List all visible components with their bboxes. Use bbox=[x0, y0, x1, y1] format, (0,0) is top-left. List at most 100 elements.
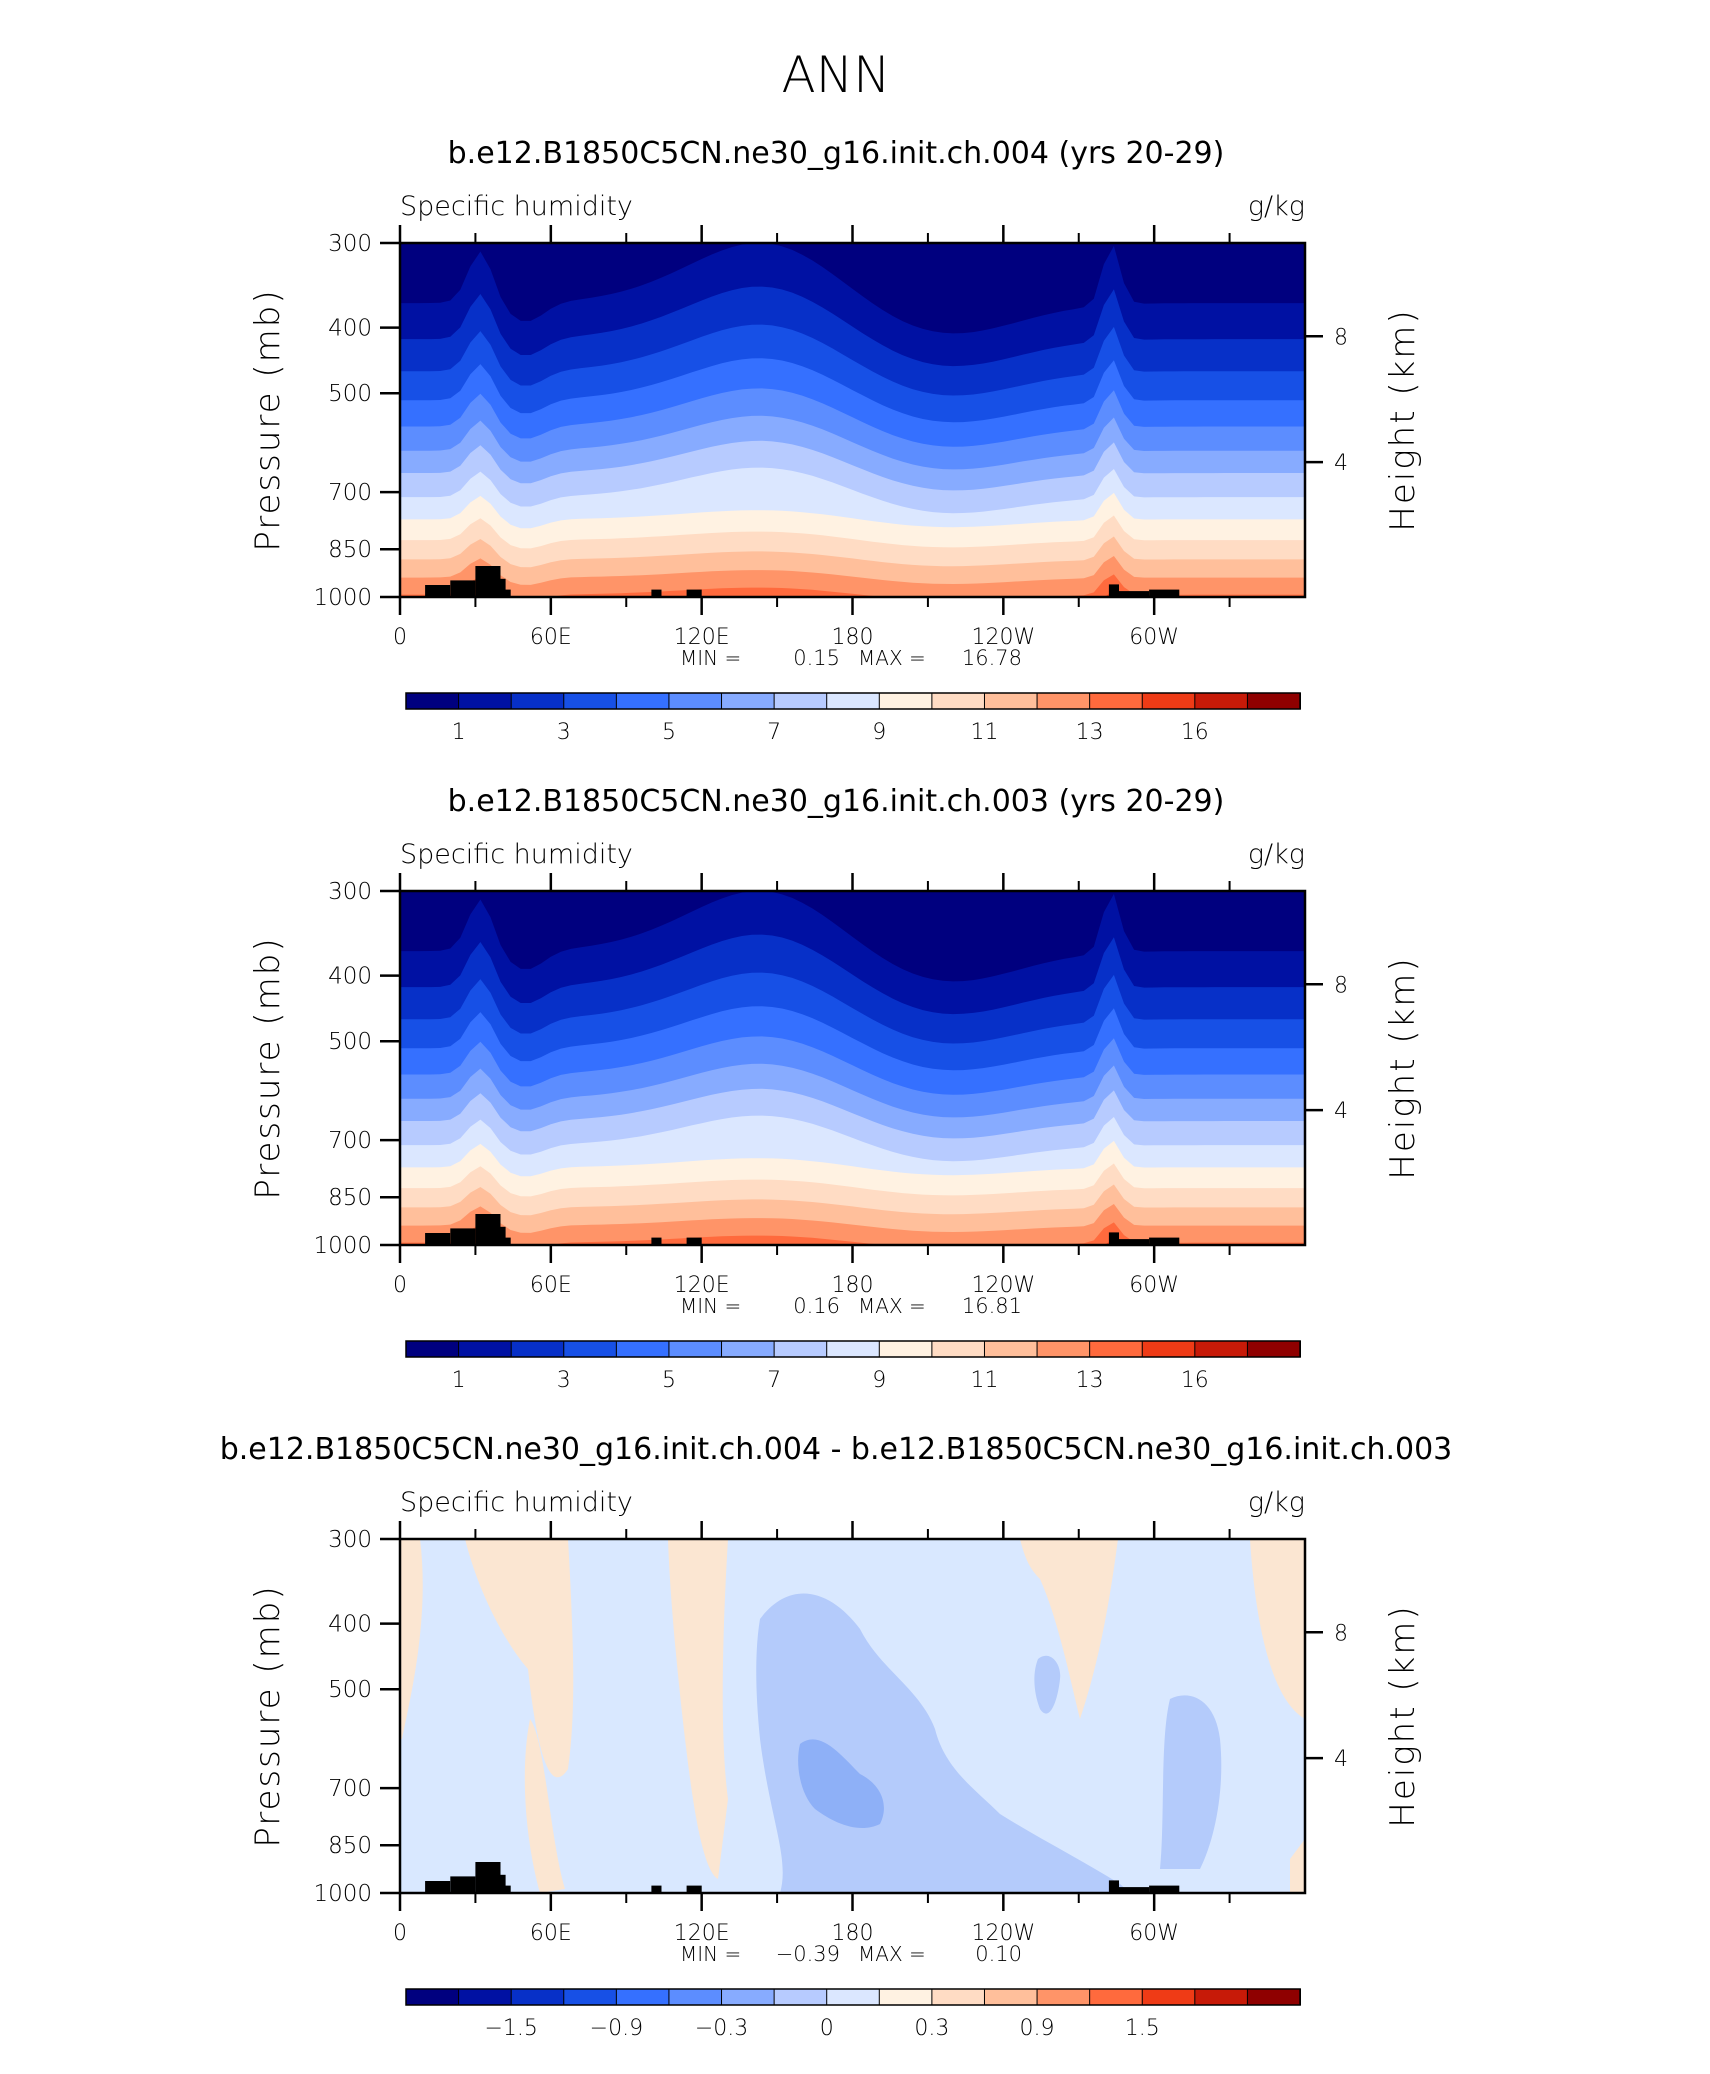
x-tick-label: 60W bbox=[1129, 625, 1179, 650]
orography-block bbox=[495, 578, 506, 597]
orography-block bbox=[1149, 1885, 1180, 1893]
colorbar-label: 9 bbox=[872, 1368, 886, 1393]
colorbar-label: 5 bbox=[662, 720, 676, 745]
colorbar-swatch bbox=[931, 1340, 986, 1358]
x-tick-label: 0 bbox=[393, 1921, 407, 1946]
x-tick-label: 180 bbox=[832, 1921, 874, 1946]
colorbar-swatch bbox=[1194, 692, 1249, 710]
colorbar-swatch bbox=[615, 1340, 670, 1358]
orography-block bbox=[651, 1885, 662, 1893]
colorbar-swatch bbox=[405, 1988, 460, 2006]
y2-axis-label: Height (km) bbox=[1383, 1604, 1423, 1827]
units-label: g/kg bbox=[1248, 839, 1305, 870]
stat-min-label: MIN = bbox=[680, 646, 741, 670]
colorbar-swatch bbox=[615, 1988, 670, 2006]
y2-tick-label: 8 bbox=[1334, 325, 1348, 350]
colorbar-frame bbox=[405, 1988, 1301, 2006]
y-tick-label: 1000 bbox=[313, 1233, 372, 1259]
colorbar-swatch bbox=[458, 692, 513, 710]
orography-block bbox=[686, 1885, 702, 1893]
y-tick-label: 300 bbox=[328, 879, 372, 905]
contour-region bbox=[1034, 1655, 1061, 1714]
y2-tick-label: 8 bbox=[1334, 973, 1348, 998]
panel-title: b.e12.B1850C5CN.ne30_g16.init.ch.003 (yr… bbox=[448, 784, 1225, 819]
y2-axis-label: Height (km) bbox=[1383, 308, 1423, 531]
y-tick-label: 400 bbox=[328, 1612, 372, 1638]
contour-region bbox=[1160, 1695, 1222, 1869]
orography-block bbox=[1108, 1880, 1119, 1893]
orography-block bbox=[686, 1237, 702, 1245]
colorbar-label: 13 bbox=[1076, 720, 1104, 745]
colorbar-label: −0.3 bbox=[695, 2016, 748, 2041]
variable-label: Specific humidity bbox=[400, 1487, 633, 1518]
colorbar-swatch bbox=[615, 692, 670, 710]
figure-title: ANN bbox=[781, 46, 890, 104]
orography-block bbox=[1113, 1887, 1150, 1893]
contour-region bbox=[524, 1719, 565, 1893]
colorbar-swatch bbox=[668, 692, 723, 710]
colorbar-label: 1 bbox=[452, 720, 466, 745]
y2-axis-label: Height (km) bbox=[1383, 956, 1423, 1179]
orography-block bbox=[500, 1237, 511, 1245]
x-tick-label: 60E bbox=[530, 625, 572, 650]
colorbar-label: 1 bbox=[452, 1368, 466, 1393]
orography-block bbox=[1113, 1239, 1150, 1245]
x-tick-label: 180 bbox=[832, 1273, 874, 1298]
colorbar-label: 1.5 bbox=[1125, 2016, 1160, 2041]
colorbar-swatch bbox=[931, 692, 986, 710]
contour-band bbox=[400, 556, 1305, 597]
stat-min-value: −0.39 bbox=[776, 1942, 840, 1966]
stat-max-label: MAX = bbox=[858, 1294, 926, 1318]
colorbar-swatch bbox=[510, 1988, 565, 2006]
colorbar-swatch bbox=[668, 1988, 723, 2006]
colorbar-label: 16 bbox=[1181, 1368, 1209, 1393]
contour-region bbox=[1290, 1839, 1305, 1893]
units-label: g/kg bbox=[1248, 1487, 1305, 1518]
panel-3: b.e12.B1850C5CN.ne30_g16.init.ch.004 - b… bbox=[220, 1432, 1453, 2041]
plot-area bbox=[400, 891, 1305, 1245]
colorbar-swatch bbox=[563, 692, 618, 710]
colorbar-swatch bbox=[458, 1340, 513, 1358]
x-tick-label: 120E bbox=[674, 1921, 730, 1946]
contour-region bbox=[798, 1739, 884, 1829]
colorbar-label: 9 bbox=[872, 720, 886, 745]
colorbar: −1.5 −0.9 −0.3 0 0.3 0.9 1.5 bbox=[405, 1988, 1302, 2041]
units-label: g/kg bbox=[1248, 191, 1305, 222]
variable-label: Specific humidity bbox=[400, 839, 633, 870]
x-tick-label: 120E bbox=[674, 625, 730, 650]
y2-tick-label: 4 bbox=[1334, 1099, 1348, 1124]
x-tick-label: 60E bbox=[530, 1273, 572, 1298]
colorbar-swatch bbox=[563, 1340, 618, 1358]
colorbar-swatch bbox=[983, 692, 1039, 710]
panel-2: b.e12.B1850C5CN.ne30_g16.init.ch.003 (yr… bbox=[248, 784, 1423, 1393]
colorbar-swatch bbox=[983, 1988, 1039, 2006]
plot-area bbox=[400, 1539, 1305, 1893]
colorbar-swatch bbox=[721, 1340, 776, 1358]
y2-tick-label: 4 bbox=[1334, 1747, 1348, 1772]
contour-region bbox=[1020, 1539, 1118, 1719]
colorbar-swatch bbox=[1141, 1340, 1196, 1358]
colorbar-swatch bbox=[1036, 1988, 1091, 2006]
colorbar-label: 0.9 bbox=[1020, 2016, 1055, 2041]
colorbar-swatch bbox=[931, 1988, 986, 2006]
colorbar-swatch bbox=[773, 692, 828, 710]
contour-region bbox=[465, 1539, 574, 1778]
panel-title: b.e12.B1850C5CN.ne30_g16.init.ch.004 - b… bbox=[220, 1432, 1453, 1467]
y-tick-label: 1000 bbox=[313, 585, 372, 611]
colorbar-swatch bbox=[773, 1988, 828, 2006]
x-tick-label: 120W bbox=[971, 1921, 1035, 1946]
y-tick-label: 1000 bbox=[313, 1881, 372, 1907]
colorbar-swatch bbox=[1246, 1340, 1302, 1358]
colorbar: 1 3 5 7 9 11 13 16 bbox=[405, 1340, 1302, 1393]
contour-region bbox=[1250, 1539, 1305, 1719]
colorbar-swatch bbox=[878, 692, 933, 710]
y-tick-label: 700 bbox=[328, 1776, 372, 1802]
stat-max-value: 16.81 bbox=[962, 1294, 1022, 1318]
x-tick-label: 120W bbox=[971, 625, 1035, 650]
stat-min-label: MIN = bbox=[680, 1294, 741, 1318]
colorbar-swatch bbox=[405, 1340, 460, 1358]
orography-block bbox=[500, 1885, 511, 1893]
y-tick-label: 850 bbox=[328, 1833, 372, 1859]
colorbar-swatch bbox=[826, 692, 881, 710]
contour-band bbox=[400, 1204, 1305, 1245]
